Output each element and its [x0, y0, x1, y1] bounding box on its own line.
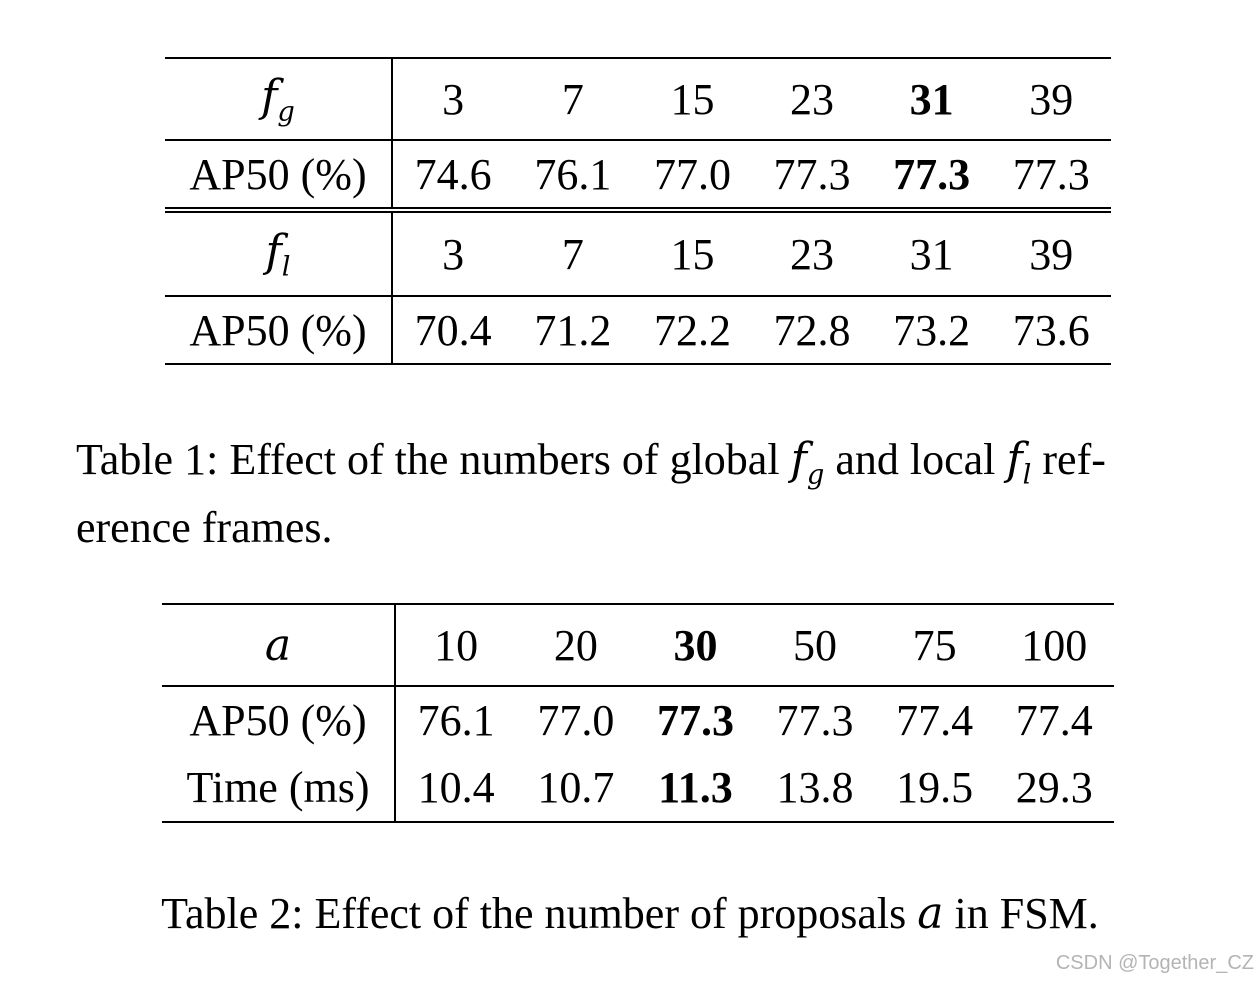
proposals-value: 75: [874, 603, 995, 686]
ap50-label: AP50 (%): [162, 685, 396, 754]
global-frames-value: 23: [752, 57, 872, 140]
table-1-local-ap50-row: AP50 (%) 70.4 71.2 72.2 72.8 73.2 73.6: [165, 295, 1111, 365]
ap50-value: 77.4: [994, 685, 1114, 754]
time-value: 19.5: [874, 754, 995, 823]
ap50-value: 77.4: [874, 685, 995, 754]
table-2-ap50-row: AP50 (%) 76.1 77.0 77.3 77.3 77.4 77.4: [162, 685, 1114, 754]
local-frames-value: 15: [632, 207, 753, 296]
global-ap50-value: 77.3: [991, 139, 1111, 210]
caption-global-symbol: fg: [790, 434, 825, 491]
proposals-value: 20: [516, 603, 636, 686]
table-1-global-ap50-row: AP50 (%) 74.6 76.1 77.0 77.3 77.3 77.3: [165, 139, 1111, 210]
global-ap50-value: 74.6: [392, 139, 514, 210]
table-1-local-frames-row: fl 3 7 15 23 31 39: [165, 207, 1111, 296]
global-frames-value: 7: [513, 57, 633, 140]
time-value: 10.7: [516, 754, 636, 823]
local-frames-value: 31: [871, 207, 992, 296]
proposals-value: 100: [994, 603, 1114, 686]
table-2-time-row: Time (ms) 10.4 10.7 11.3 13.8 19.5 29.3: [162, 754, 1114, 823]
local-frames-value: 23: [752, 207, 872, 296]
global-frames-value-best: 31: [871, 57, 992, 140]
proposals-value-best: 30: [635, 603, 756, 686]
local-frames-value: 39: [991, 207, 1111, 296]
local-ap50-value: 73.6: [991, 295, 1111, 365]
watermark: CSDN @Together_CZ: [1055, 952, 1254, 974]
ap50-value: 77.3: [755, 685, 875, 754]
proposals-value: 50: [755, 603, 875, 686]
global-ap50-value: 77.3: [752, 139, 872, 210]
proposals-symbol: a: [264, 619, 292, 671]
caption-proposals-symbol: a: [917, 888, 944, 939]
global-ap50-value: 76.1: [513, 139, 633, 210]
local-ap50-value: 72.8: [752, 295, 872, 365]
table-2-proposals-row: a 10 20 30 50 75 100: [162, 603, 1114, 686]
local-frames-label: fl: [165, 207, 393, 296]
global-frames-value: 3: [392, 57, 514, 140]
proposals-value: 10: [395, 603, 517, 686]
caption-local-symbol: fl: [1006, 434, 1032, 491]
global-ap50-label: AP50 (%): [165, 139, 393, 210]
ap50-value-best: 77.3: [635, 685, 756, 754]
time-value-best: 11.3: [635, 754, 756, 823]
global-frames-symbol: fg: [261, 70, 295, 128]
time-value: 10.4: [395, 754, 517, 823]
ap50-value: 76.1: [395, 685, 517, 754]
time-value: 29.3: [994, 754, 1114, 823]
global-frames-value: 39: [991, 57, 1111, 140]
ap50-value: 77.0: [516, 685, 636, 754]
table-1: fg 3 7 15 23 31 39 AP50 (%) 74.6 76.1 77…: [165, 57, 1111, 365]
global-ap50-value-best: 77.3: [871, 139, 992, 210]
local-ap50-value: 72.2: [632, 295, 753, 365]
table-2: a 10 20 30 50 75 100 AP50 (%) 76.1 77.0 …: [162, 603, 1114, 823]
local-ap50-value: 73.2: [871, 295, 992, 365]
proposals-label: a: [162, 603, 396, 686]
global-frames-label: fg: [165, 57, 393, 140]
global-ap50-value: 77.0: [632, 139, 753, 210]
global-frames-value: 15: [632, 57, 753, 140]
table-2-caption: Table 2: Effect of the number of proposa…: [161, 888, 1099, 939]
local-ap50-value: 70.4: [392, 295, 514, 365]
local-ap50-label: AP50 (%): [165, 295, 393, 365]
local-frames-value: 3: [392, 207, 514, 296]
local-frames-symbol: fl: [265, 225, 291, 283]
local-frames-value: 7: [513, 207, 633, 296]
time-value: 13.8: [755, 754, 875, 823]
table-1-global-frames-row: fg 3 7 15 23 31 39: [165, 57, 1111, 140]
local-ap50-value: 71.2: [513, 295, 633, 365]
table-1-caption: Table 1: Effect of the numbers of global…: [76, 434, 1106, 552]
time-label: Time (ms): [162, 754, 396, 823]
